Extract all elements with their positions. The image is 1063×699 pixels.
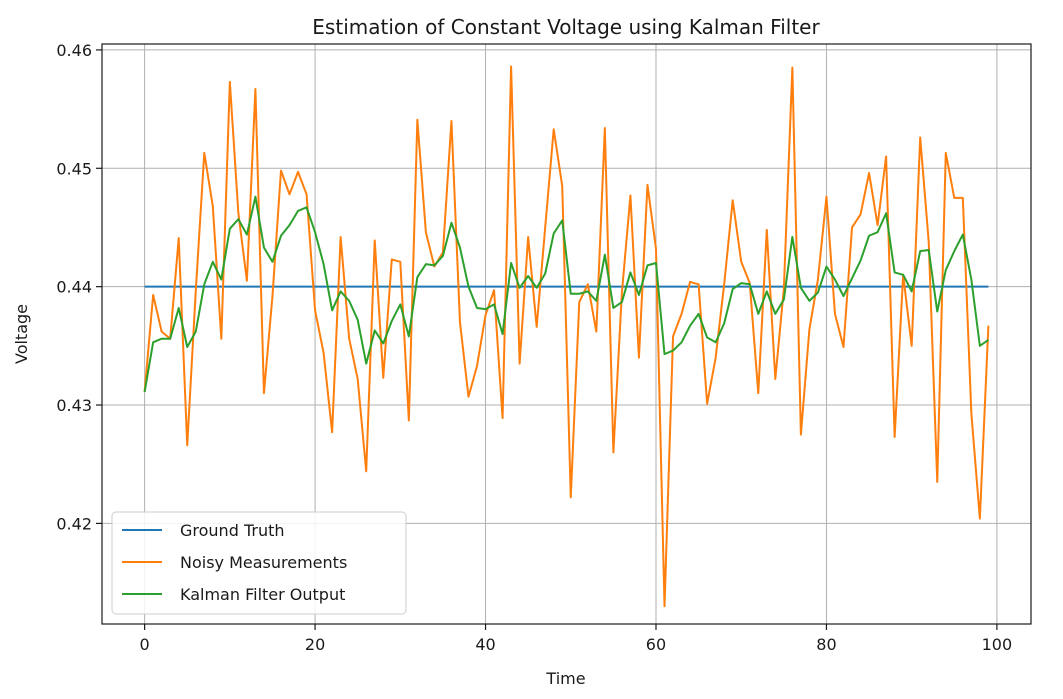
y-tick-label: 0.44 bbox=[56, 278, 92, 297]
chart-title: Estimation of Constant Voltage using Kal… bbox=[312, 15, 820, 39]
axis-ticks: 0 20 40 60 80 100 0.42 0.43 0.44 0.45 0.46 bbox=[56, 41, 1012, 654]
legend: Ground Truth Noisy Measurements Kalman Fil… bbox=[111, 511, 407, 615]
series-lines bbox=[143, 65, 990, 608]
x-tick-label: 60 bbox=[646, 635, 666, 654]
y-axis-label: Voltage bbox=[12, 304, 31, 364]
x-tick-label: 0 bbox=[140, 635, 150, 654]
legend-label-kalman-filter-output: Kalman Filter Output bbox=[180, 585, 345, 604]
x-tick-label: 80 bbox=[816, 635, 836, 654]
legend-box bbox=[111, 511, 407, 615]
legend-label-noisy-measurements: Noisy Measurements bbox=[180, 553, 347, 572]
plot-frame bbox=[101, 43, 1032, 625]
x-tick-label: 100 bbox=[982, 635, 1013, 654]
legend-label-ground-truth: Ground Truth bbox=[180, 521, 285, 540]
y-tick-label: 0.46 bbox=[56, 41, 92, 60]
x-tick-label: 40 bbox=[475, 635, 495, 654]
y-tick-label: 0.45 bbox=[56, 159, 92, 178]
series-line-kalman-filter-output bbox=[143, 195, 989, 393]
y-tick-label: 0.43 bbox=[56, 396, 92, 415]
y-tick-label: 0.42 bbox=[56, 514, 92, 533]
x-tick-label: 20 bbox=[305, 635, 325, 654]
x-axis-label: Time bbox=[545, 669, 585, 688]
